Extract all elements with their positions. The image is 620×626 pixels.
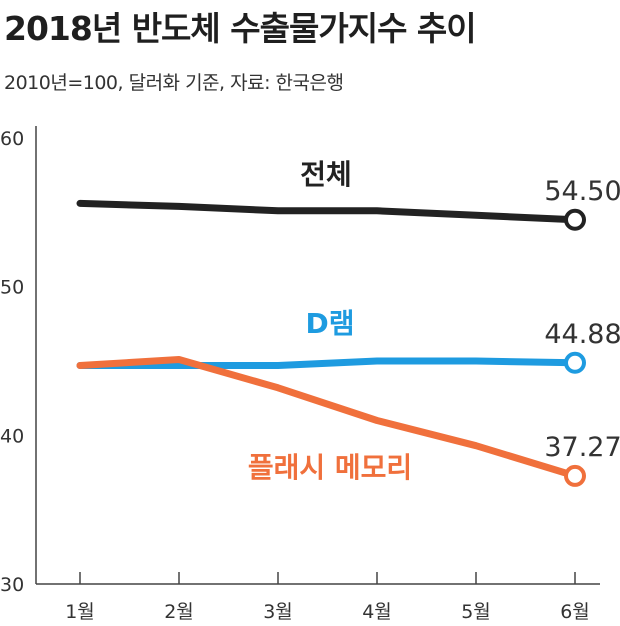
x-tick-label: 6월 [560,601,590,623]
series-lines [76,199,586,487]
series-name-label: 전체 [300,158,352,191]
labels: 54.50 전체 44.88 D램 37.27 플래시 메모리 [248,158,620,484]
series-line-1 [76,357,579,369]
series-line-0 [76,199,579,224]
series-name-label: D램 [305,307,354,340]
y-tick-label: 30 [0,574,24,596]
series-end-marker-1 [564,351,586,374]
end-value-label: 44.88 [544,319,620,350]
end-value-label: 37.27 [544,432,620,463]
x-tick-label: 1월 [65,601,95,623]
axes: 60 50 40 30 1월 2월 3월 4월 5월 6월 [0,126,600,623]
chart-title: 2018년 반도체 수출물가지수 추이 [4,9,477,48]
y-tick-label: 50 [0,277,24,299]
series-line-2 [76,356,579,480]
series-end-marker-0 [564,208,586,231]
x-tick-label: 3월 [263,601,293,623]
x-tick-label: 5월 [461,601,491,623]
y-tick-label: 40 [0,425,24,447]
series-name-label: 플래시 메모리 [248,451,412,484]
chart-subtitle: 2010년=100, 달러화 기준, 자료: 한국은행 [4,72,344,94]
x-tick-label: 4월 [362,601,392,623]
x-tick-label: 2월 [164,601,194,623]
y-tick-label: 60 [0,128,24,150]
end-value-label: 54.50 [544,176,620,207]
series-end-marker-2 [564,464,586,487]
